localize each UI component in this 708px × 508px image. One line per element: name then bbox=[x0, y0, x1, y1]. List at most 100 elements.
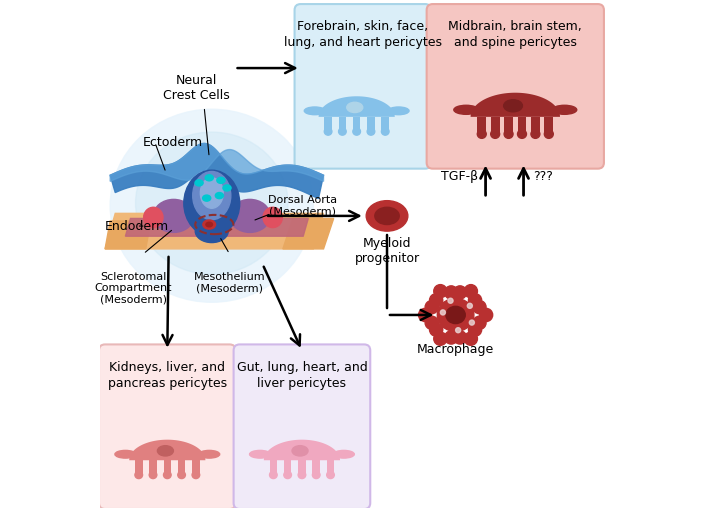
Polygon shape bbox=[518, 117, 527, 134]
Polygon shape bbox=[135, 460, 142, 475]
Circle shape bbox=[448, 298, 453, 303]
Text: TGF-β: TGF-β bbox=[441, 170, 478, 183]
Ellipse shape bbox=[518, 130, 527, 138]
Polygon shape bbox=[326, 460, 334, 475]
Ellipse shape bbox=[504, 130, 513, 138]
Polygon shape bbox=[298, 460, 306, 475]
Polygon shape bbox=[353, 117, 360, 132]
Polygon shape bbox=[149, 460, 157, 475]
Polygon shape bbox=[491, 117, 500, 134]
Text: Endoderm: Endoderm bbox=[105, 219, 169, 233]
Circle shape bbox=[467, 303, 472, 308]
Polygon shape bbox=[382, 117, 389, 132]
Ellipse shape bbox=[446, 306, 465, 324]
Text: Sclerotomal
Compartment
(Mesoderm): Sclerotomal Compartment (Mesoderm) bbox=[94, 272, 172, 305]
Polygon shape bbox=[178, 460, 185, 475]
Circle shape bbox=[430, 294, 442, 307]
Ellipse shape bbox=[292, 446, 308, 456]
Circle shape bbox=[445, 331, 458, 344]
Polygon shape bbox=[367, 117, 375, 132]
FancyBboxPatch shape bbox=[295, 4, 431, 169]
Ellipse shape bbox=[375, 207, 399, 225]
Polygon shape bbox=[531, 117, 540, 134]
Ellipse shape bbox=[135, 471, 142, 479]
Circle shape bbox=[425, 301, 438, 314]
Ellipse shape bbox=[193, 172, 231, 219]
Text: Kidneys, liver, and
pancreas pericytes: Kidneys, liver, and pancreas pericytes bbox=[108, 361, 227, 390]
Circle shape bbox=[473, 301, 486, 314]
Polygon shape bbox=[125, 218, 308, 236]
Circle shape bbox=[464, 332, 477, 345]
Polygon shape bbox=[129, 440, 205, 460]
Ellipse shape bbox=[326, 471, 334, 479]
Text: ???: ??? bbox=[532, 170, 552, 183]
Ellipse shape bbox=[552, 105, 577, 114]
Polygon shape bbox=[312, 460, 320, 475]
Ellipse shape bbox=[144, 207, 163, 228]
Ellipse shape bbox=[192, 471, 200, 479]
Circle shape bbox=[434, 332, 447, 345]
Ellipse shape bbox=[110, 109, 314, 302]
Polygon shape bbox=[284, 460, 292, 475]
Ellipse shape bbox=[382, 128, 389, 135]
Polygon shape bbox=[110, 143, 324, 181]
Polygon shape bbox=[477, 117, 486, 134]
Ellipse shape bbox=[203, 220, 215, 229]
Polygon shape bbox=[270, 460, 277, 475]
Ellipse shape bbox=[333, 451, 354, 458]
Ellipse shape bbox=[544, 130, 553, 138]
Circle shape bbox=[469, 294, 481, 307]
Ellipse shape bbox=[503, 100, 523, 112]
Ellipse shape bbox=[284, 471, 292, 479]
Ellipse shape bbox=[217, 177, 225, 183]
Circle shape bbox=[430, 323, 442, 336]
Ellipse shape bbox=[249, 451, 270, 458]
Polygon shape bbox=[283, 218, 333, 249]
Ellipse shape bbox=[367, 128, 375, 135]
Ellipse shape bbox=[135, 132, 288, 274]
Ellipse shape bbox=[229, 200, 270, 233]
Ellipse shape bbox=[215, 193, 224, 199]
Circle shape bbox=[434, 284, 447, 298]
Text: Dorsal Aorta
(Mesoderm): Dorsal Aorta (Mesoderm) bbox=[268, 195, 337, 216]
Ellipse shape bbox=[263, 207, 282, 228]
Polygon shape bbox=[319, 97, 395, 117]
Polygon shape bbox=[192, 460, 200, 475]
Circle shape bbox=[440, 310, 445, 315]
Circle shape bbox=[456, 328, 461, 333]
FancyBboxPatch shape bbox=[234, 344, 370, 508]
Polygon shape bbox=[504, 117, 513, 134]
Ellipse shape bbox=[164, 471, 171, 479]
FancyBboxPatch shape bbox=[99, 344, 236, 508]
Circle shape bbox=[473, 316, 486, 329]
Polygon shape bbox=[105, 221, 151, 249]
Polygon shape bbox=[264, 440, 340, 460]
Ellipse shape bbox=[454, 105, 479, 114]
Ellipse shape bbox=[205, 175, 213, 181]
Ellipse shape bbox=[195, 180, 203, 186]
Ellipse shape bbox=[477, 130, 486, 138]
Polygon shape bbox=[338, 117, 346, 132]
Circle shape bbox=[453, 286, 467, 299]
Text: Ectoderm: Ectoderm bbox=[143, 136, 203, 149]
Text: Forebrain, skin, face,
lung, and heart pericytes: Forebrain, skin, face, lung, and heart p… bbox=[284, 20, 442, 49]
Ellipse shape bbox=[184, 170, 240, 236]
Ellipse shape bbox=[149, 471, 157, 479]
Circle shape bbox=[445, 286, 458, 299]
FancyBboxPatch shape bbox=[427, 4, 604, 169]
Ellipse shape bbox=[157, 446, 173, 456]
Polygon shape bbox=[324, 117, 332, 132]
Ellipse shape bbox=[388, 107, 409, 115]
Ellipse shape bbox=[206, 223, 212, 227]
Ellipse shape bbox=[324, 128, 332, 135]
Polygon shape bbox=[471, 92, 560, 117]
Ellipse shape bbox=[270, 471, 277, 479]
Circle shape bbox=[425, 316, 438, 329]
Ellipse shape bbox=[195, 219, 228, 243]
Text: Myeloid
progenitor: Myeloid progenitor bbox=[355, 237, 420, 265]
Ellipse shape bbox=[223, 185, 231, 191]
Ellipse shape bbox=[304, 107, 325, 115]
Ellipse shape bbox=[491, 130, 500, 138]
Ellipse shape bbox=[154, 200, 194, 233]
Circle shape bbox=[453, 331, 467, 344]
